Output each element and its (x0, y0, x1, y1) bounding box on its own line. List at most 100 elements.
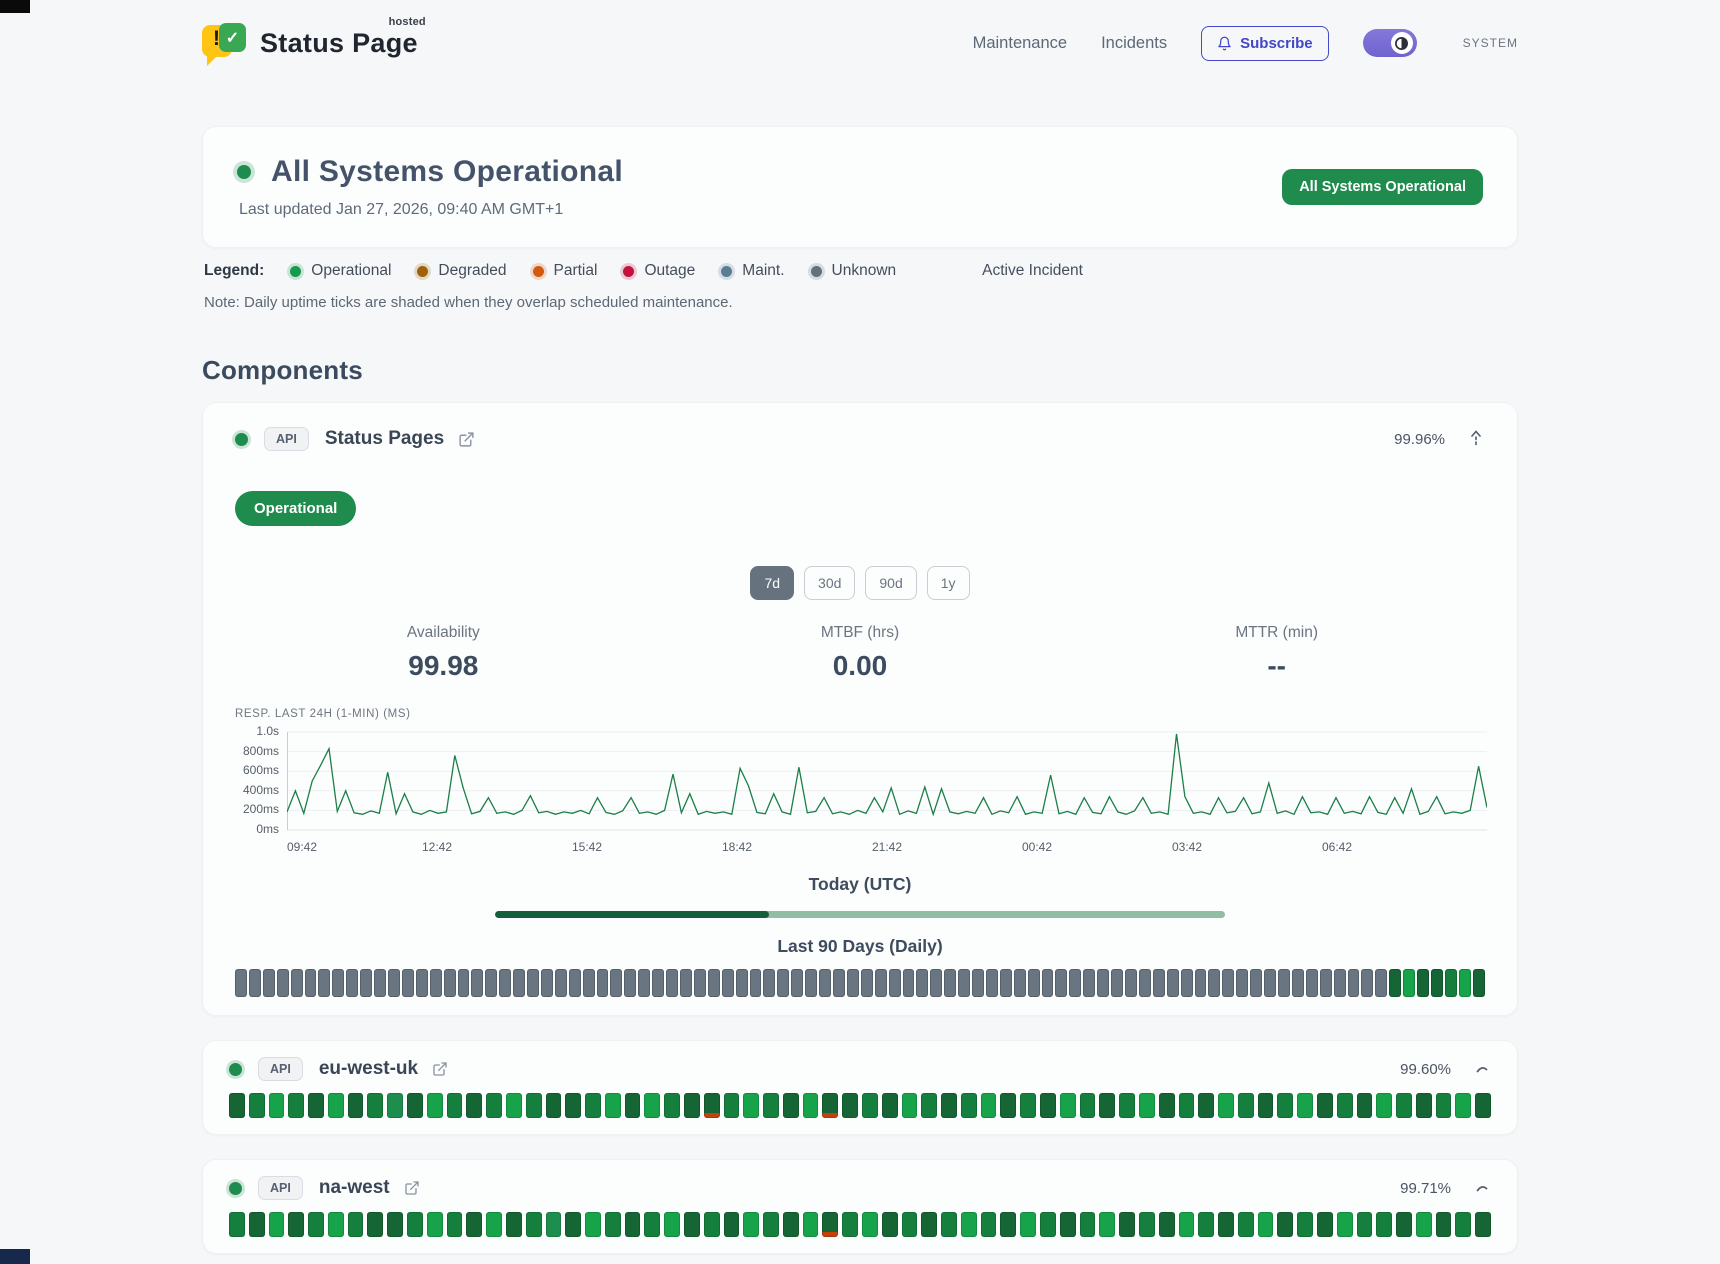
uptime-tick (318, 969, 331, 997)
uptime-tick (1475, 1093, 1491, 1118)
uptime-tick (1119, 1093, 1135, 1118)
header: ! ✓ Status Page hosted Maintenance Incid… (202, 0, 1518, 76)
uptime-tick (703, 1212, 720, 1237)
uptime-tick (901, 1093, 918, 1118)
uptime-tick (347, 1212, 364, 1237)
component-type-badge: API (264, 427, 309, 451)
y-tick-label: 1.0s (256, 724, 279, 738)
uptime-tick (407, 1093, 423, 1118)
uptime-tick (1277, 1212, 1294, 1237)
component-name[interactable]: Status Pages (324, 428, 445, 449)
uptime-tick (1097, 969, 1110, 997)
uptime-tick (327, 1212, 344, 1237)
time-range-buttons: 7d 30d 90d 1y (235, 566, 1485, 600)
theme-toggle[interactable] (1362, 29, 1417, 57)
uptime-tick (1041, 969, 1054, 997)
uptime-tick (735, 969, 748, 997)
uptime-tick (624, 969, 637, 997)
uptime-tick (1237, 1093, 1254, 1118)
uptime-tick (901, 1212, 918, 1237)
uptime-tick (683, 1093, 700, 1118)
collapse-arrow-icon[interactable] (1467, 428, 1485, 450)
uptime-tick (1198, 1212, 1215, 1237)
uptime-tick (554, 969, 567, 997)
chart-title: RESP. LAST 24H (1-MIN) (MS) (235, 708, 411, 720)
uptime-tick (1059, 1212, 1076, 1237)
uptime-tick (644, 1212, 661, 1237)
subscribe-button[interactable]: Subscribe (1201, 25, 1329, 61)
uptime-tick (1237, 1212, 1254, 1237)
chevron-up-icon[interactable] (1473, 1181, 1491, 1195)
uptime-tick (1316, 1212, 1333, 1237)
uptime-tick (1396, 1212, 1412, 1237)
uptime-tick (1178, 1212, 1195, 1237)
uptime-tick (1319, 969, 1332, 997)
range-1y-button[interactable]: 1y (926, 566, 970, 600)
uptime-tick (1257, 1212, 1274, 1237)
component-name[interactable]: na-west (318, 1177, 390, 1198)
uptime-ticks-daily (229, 1093, 1491, 1118)
x-tick-label: 09:42 (287, 840, 318, 854)
uptime-tick (763, 1093, 779, 1118)
external-link-icon[interactable] (404, 1180, 420, 1196)
uptime-tick (1166, 969, 1179, 997)
uptime-tick (941, 1212, 957, 1237)
uptime-tick (262, 969, 275, 997)
range-90d-button[interactable]: 90d (865, 566, 917, 600)
last-updated-text: Last updated Jan 27, 2026, 09:40 AM GMT+… (239, 201, 564, 218)
uptime-tick (1194, 969, 1207, 997)
uptime-tick (1000, 1212, 1017, 1237)
uptime-tick (466, 1093, 483, 1118)
uptime-tick (1000, 1093, 1017, 1118)
overall-status-dot (237, 165, 251, 179)
legend-item-outage: Outage (623, 262, 695, 280)
uptime-tick (248, 969, 261, 997)
uptime-tick (862, 1212, 878, 1237)
uptime-tick (1376, 1212, 1393, 1237)
nav-item-incidents[interactable]: Incidents (1101, 33, 1168, 52)
uptime-tick (1277, 969, 1290, 997)
uptime-tick (822, 1093, 839, 1118)
uptime-tick (652, 969, 665, 997)
uptime-tick (248, 1212, 265, 1237)
component-status-pill: Operational (235, 491, 357, 526)
uptime-tick (777, 969, 790, 997)
uptime-tick (791, 969, 804, 997)
uptime-tick (565, 1212, 582, 1237)
legend-label: Legend: (204, 262, 265, 279)
component-uptime-percent: 99.96% (1394, 430, 1445, 448)
chevron-up-icon[interactable] (1473, 1062, 1491, 1076)
stat-mtbfhrs: MTBF (hrs) 0.00 (820, 624, 900, 681)
external-link-icon[interactable] (432, 1061, 448, 1077)
component-type-badge: API (258, 1176, 303, 1200)
uptime-tick (540, 969, 553, 997)
y-tick-label: 200ms (242, 802, 279, 817)
uptime-tick (288, 1093, 305, 1118)
external-link-icon[interactable] (458, 431, 475, 448)
uptime-tick (683, 1212, 700, 1237)
uptime-tick (229, 1212, 245, 1237)
uptime-tick (846, 969, 859, 997)
range-7d-button[interactable]: 7d (750, 566, 795, 600)
uptime-tick (723, 1093, 740, 1118)
brand[interactable]: ! ✓ Status Page hosted (202, 16, 426, 66)
uptime-tick (1250, 969, 1263, 997)
uptime-tick (1336, 1093, 1353, 1118)
uptime-tick (1361, 969, 1374, 997)
uptime-tick (1125, 969, 1137, 997)
uptime-tick (471, 969, 484, 997)
component-name[interactable]: eu-west-uk (318, 1058, 419, 1079)
y-tick-label: 800ms (242, 743, 279, 758)
nav-item-maintenance[interactable]: Maintenance (972, 33, 1068, 52)
uptime-tick (1389, 969, 1402, 997)
range-30d-button[interactable]: 30d (804, 566, 856, 600)
uptime-tick (666, 969, 678, 997)
uptime-tick (585, 1212, 601, 1237)
uptime-tick (862, 1093, 878, 1118)
legend: Legend: Operational Degraded Partial Outage… (202, 262, 1518, 280)
uptime-tick (545, 1093, 562, 1118)
uptime-tick (1069, 969, 1082, 997)
uptime-tick (1347, 969, 1360, 997)
uptime-tick (485, 969, 498, 997)
uptime-tick (999, 969, 1012, 997)
